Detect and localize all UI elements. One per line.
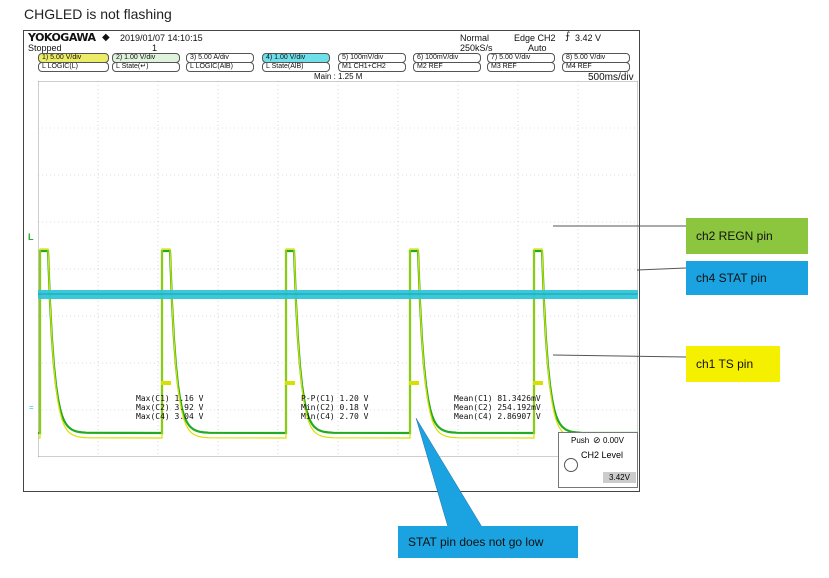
ch2-level-box[interactable]: Push ⊘ 0.00V CH2 Level 3.42V <box>558 432 638 488</box>
sample-rate: 250kS/s <box>460 43 493 53</box>
caption: CHGLED is not flashing <box>24 6 172 22</box>
chip-math-2[interactable]: M2 REF <box>413 62 481 72</box>
knob-icon <box>564 458 578 472</box>
push-value: 0.00V <box>603 436 624 445</box>
ch2-level-marker: L <box>28 232 34 242</box>
ch1-step-mark <box>285 381 295 385</box>
meas-max-c1: Max(C1) 1.16 V <box>136 394 204 403</box>
oscilloscope-screen: YOKOGAWA ◆ Stopped 2019/01/07 14:10:15 1… <box>23 30 640 492</box>
timebase: 500ms/div <box>588 72 634 83</box>
rising-edge-icon: ⨍ <box>565 31 571 42</box>
push-label: Push <box>571 436 590 445</box>
chip-logic-4[interactable]: L State(AlB) <box>262 62 330 72</box>
callout-stat: STAT pin does not go low <box>398 526 578 558</box>
meas-max-c2: Max(C2) 3.92 V <box>136 403 204 412</box>
callout-ch4: ch4 STAT pin <box>686 261 808 295</box>
status-text: Stopped <box>28 43 62 53</box>
ch1-waveform <box>38 248 638 439</box>
ch1-step-mark <box>533 381 543 385</box>
acq-mode: Normal <box>460 33 490 43</box>
datetime: 2019/01/07 14:10:15 <box>120 33 203 43</box>
level-title: CH2 Level <box>581 450 624 460</box>
trigger-level: 3.42 V <box>575 33 602 43</box>
chip-math-1[interactable]: M1 CH1+CH2 <box>338 62 406 72</box>
chip-math-4[interactable]: M4 REF <box>562 62 630 72</box>
meas-min-c4: Min(C4) 2.70 V <box>301 412 369 421</box>
trigger-mode: Auto <box>528 43 547 53</box>
chip-logic-1[interactable]: L LOGIC(L) <box>38 62 109 72</box>
ch4-waveform <box>38 290 638 299</box>
meas-mean-c4: Mean(C4) 2.86907 V <box>454 412 541 421</box>
callout-ch2: ch2 REGN pin <box>686 218 808 254</box>
meas-min-c2: Min(C2) 0.18 V <box>301 403 369 412</box>
ch1-ground-marker: = <box>29 403 34 412</box>
zero-icon: ⊘ <box>593 435 601 445</box>
meas-mean-c2: Mean(C2) 254.192mV <box>454 403 541 412</box>
meas-pp-c1: P-P(C1) 1.20 V <box>301 394 369 403</box>
meas-mean-c1: Mean(C1) 81.3426mV <box>454 394 541 403</box>
main-memory: Main : 1.25 M <box>314 72 363 81</box>
diamond-icon: ◆ <box>102 32 110 43</box>
callout-ch1: ch1 TS pin <box>686 346 780 382</box>
level-value: 3.42V <box>603 472 636 483</box>
brand-logo: YOKOGAWA <box>28 31 96 44</box>
measurements-col2: P-P(C1) 1.20 V Min(C2) 0.18 V Min(C4) 2.… <box>301 394 368 421</box>
ch1-step-mark <box>161 381 171 385</box>
measurements-col3: Mean(C1) 81.3426mV Mean(C2) 254.192mV Me… <box>454 394 541 421</box>
waveform-plot <box>38 81 638 457</box>
chip-math-3[interactable]: M3 REF <box>487 62 555 72</box>
pointer-ch4 <box>636 267 687 271</box>
chip-logic-2[interactable]: L State(↵) <box>112 62 180 72</box>
trigger-type: Edge CH2 <box>514 33 556 43</box>
chip-logic-3[interactable]: L LOGIC(AlB) <box>186 62 254 72</box>
acq-count: 1 <box>152 43 158 53</box>
meas-max-c4: Max(C4) 3.04 V <box>136 412 204 421</box>
ch1-step-mark <box>409 381 419 385</box>
measurements-col1: Max(C1) 1.16 V Max(C2) 3.92 V Max(C4) 3.… <box>136 394 203 421</box>
